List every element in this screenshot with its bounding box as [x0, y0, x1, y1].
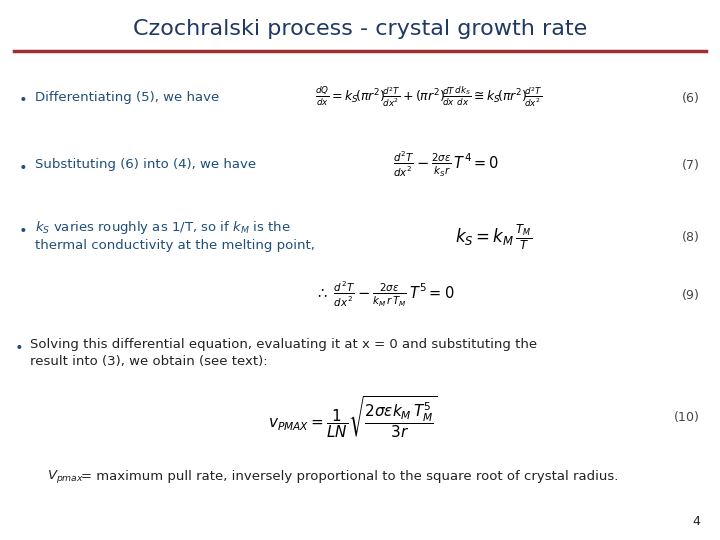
- Text: $\bullet$: $\bullet$: [18, 221, 27, 235]
- Text: $V_{pmax}$: $V_{pmax}$: [47, 468, 84, 485]
- Text: $(8)$: $(8)$: [681, 230, 700, 244]
- Text: $\bullet$: $\bullet$: [14, 338, 23, 352]
- Text: $\bullet$: $\bullet$: [18, 158, 27, 172]
- Text: Substituting (6) into (4), we have: Substituting (6) into (4), we have: [35, 158, 256, 171]
- Text: $\frac{d^2T}{dx^2} - \frac{2\sigma\varepsilon}{k_S r}\,T^4 = 0$: $\frac{d^2T}{dx^2} - \frac{2\sigma\varep…: [393, 150, 500, 179]
- Text: $v_{PMAX} = \dfrac{1}{LN}\sqrt{\dfrac{2\sigma\varepsilon k_M\,T_M^5}{3r}}$: $v_{PMAX} = \dfrac{1}{LN}\sqrt{\dfrac{2\…: [268, 394, 438, 440]
- Text: Czochralski process - crystal growth rate: Czochralski process - crystal growth rat…: [133, 19, 587, 39]
- Text: Differentiating (5), we have: Differentiating (5), we have: [35, 91, 219, 104]
- Text: $(6)$: $(6)$: [681, 90, 700, 105]
- Text: $(9)$: $(9)$: [681, 287, 700, 302]
- Text: $k_S = k_M\,\frac{T_M}{T}$: $k_S = k_M\,\frac{T_M}{T}$: [454, 222, 532, 252]
- Text: result into (3), we obtain (see text):: result into (3), we obtain (see text):: [30, 355, 268, 368]
- Text: thermal conductivity at the melting point,: thermal conductivity at the melting poin…: [35, 239, 315, 252]
- Text: $\frac{dQ}{dx} = k_S\!\left(\pi r^2\right)\!\frac{d^2T}{dx^2} + \left(\pi r^2\ri: $\frac{dQ}{dx} = k_S\!\left(\pi r^2\righ…: [315, 85, 542, 109]
- Text: = maximum pull rate, inversely proportional to the square root of crystal radius: = maximum pull rate, inversely proportio…: [81, 470, 618, 483]
- Text: $\bullet$: $\bullet$: [18, 90, 27, 104]
- Text: Solving this differential equation, evaluating it at x = 0 and substituting the: Solving this differential equation, eval…: [30, 338, 537, 351]
- Text: $(10)$: $(10)$: [673, 409, 700, 424]
- Text: $\therefore\;\frac{d^2T}{dx^2} - \frac{2\sigma\varepsilon}{k_M\,r\,T_M}\,T^5 = 0: $\therefore\;\frac{d^2T}{dx^2} - \frac{2…: [315, 280, 455, 309]
- Text: $(7)$: $(7)$: [681, 157, 700, 172]
- Text: 4: 4: [692, 515, 700, 528]
- Text: $k_S$ varies roughly as 1/T, so if $k_M$ is the: $k_S$ varies roughly as 1/T, so if $k_M$…: [35, 219, 290, 237]
